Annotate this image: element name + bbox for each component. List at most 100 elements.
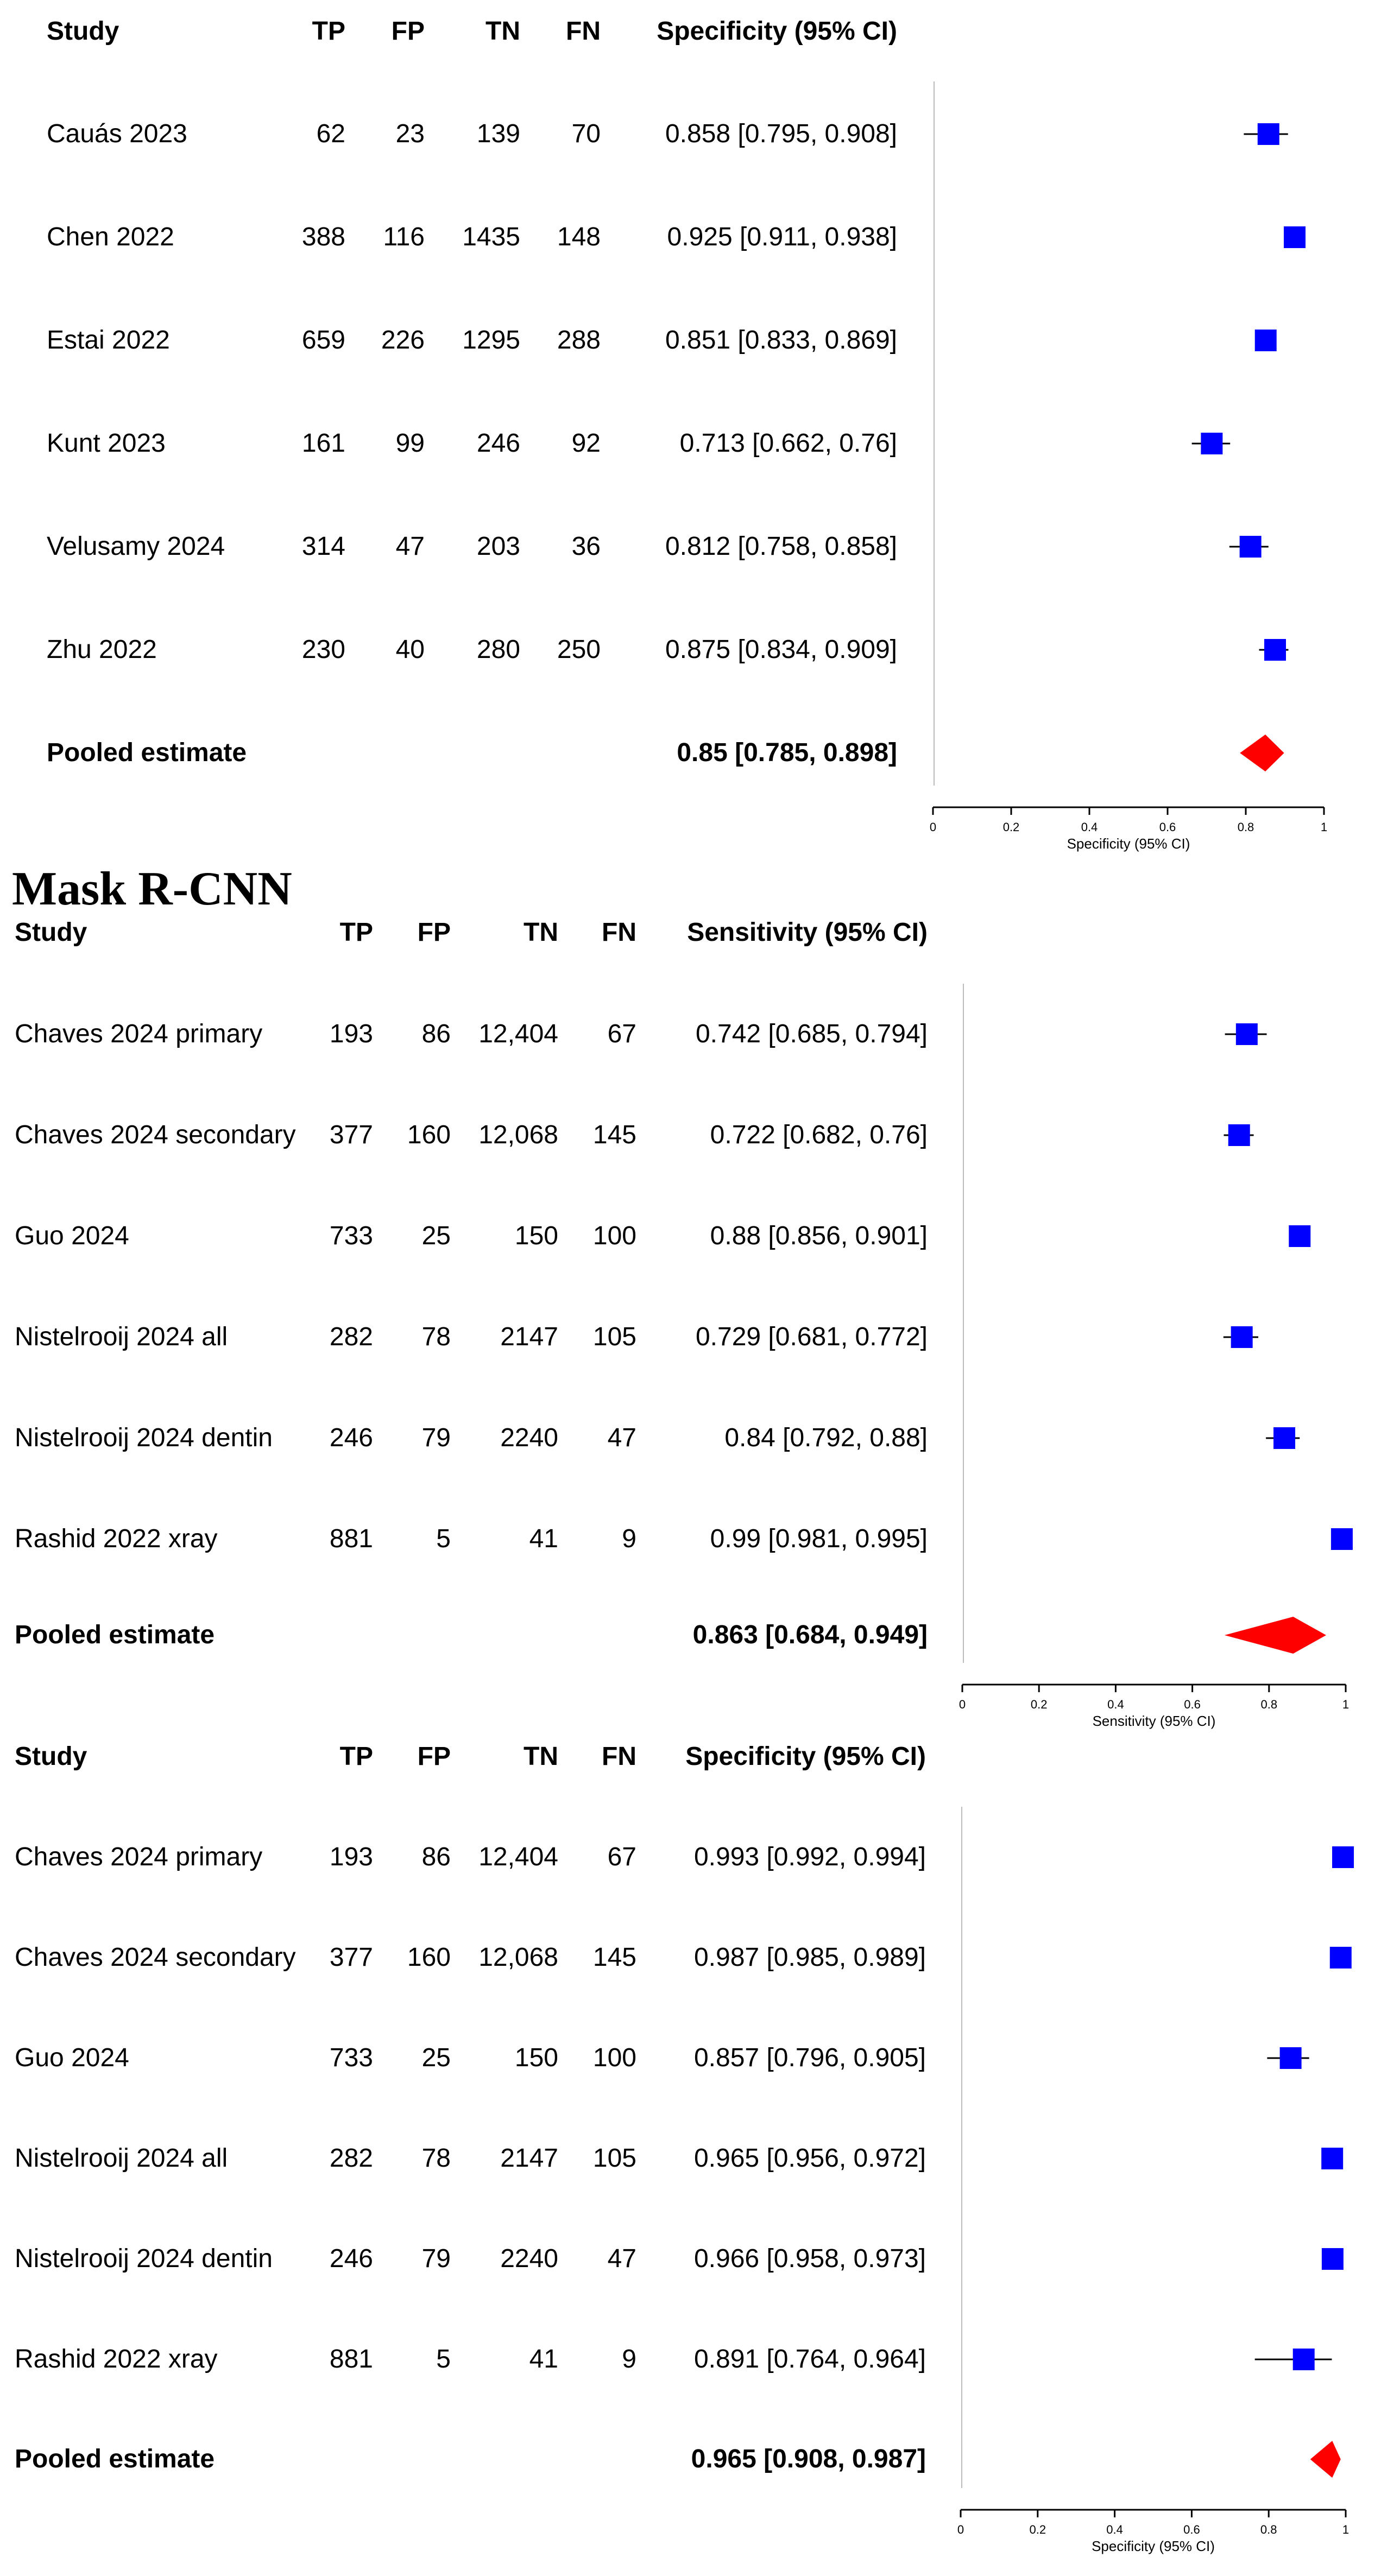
estimate-marker bbox=[1239, 536, 1262, 558]
x-tick-label: 0.6 bbox=[1159, 820, 1176, 834]
column-header-tp: TP bbox=[339, 918, 373, 947]
pooled-diamond bbox=[1240, 735, 1284, 771]
estimate-marker bbox=[1257, 123, 1279, 145]
study-name: Chaves 2024 secondary bbox=[15, 1943, 296, 1972]
fn-value: 145 bbox=[592, 1121, 636, 1149]
x-tick-label: 1 bbox=[1342, 2523, 1349, 2536]
estimate-ci-text: 0.987 [0.985, 0.989] bbox=[693, 1943, 926, 1972]
fp-value: 86 bbox=[421, 1843, 451, 1871]
fn-value: 288 bbox=[557, 326, 601, 355]
pooled-diamond bbox=[1224, 1617, 1326, 1654]
x-axis-label: Specificity (95% CI) bbox=[1092, 2538, 1215, 2554]
tp-value: 246 bbox=[329, 2244, 373, 2273]
estimate-marker bbox=[1235, 1023, 1258, 1045]
study-name: Chen 2022 bbox=[47, 223, 174, 251]
column-header-fp: FP bbox=[417, 1742, 451, 1771]
estimate-ci-text: 0.858 [0.795, 0.908] bbox=[665, 119, 897, 148]
tn-value: 12,404 bbox=[478, 1020, 558, 1048]
tp-value: 733 bbox=[329, 1221, 373, 1250]
estimate-ci-text: 0.812 [0.758, 0.858] bbox=[665, 532, 897, 561]
tn-value: 150 bbox=[514, 2043, 558, 2072]
fn-value: 70 bbox=[571, 119, 601, 148]
fp-value: 116 bbox=[383, 223, 425, 251]
column-header-tn: TN bbox=[524, 1742, 558, 1771]
column-header-fn: FN bbox=[566, 17, 601, 46]
fn-value: 67 bbox=[607, 1020, 636, 1048]
fn-value: 67 bbox=[607, 1843, 636, 1871]
fp-value: 23 bbox=[395, 119, 425, 148]
pooled-label: Pooled estimate bbox=[15, 2445, 215, 2473]
estimate-marker bbox=[1273, 1427, 1296, 1449]
pooled-ci-text: 0.863 [0.684, 0.949] bbox=[692, 1621, 928, 1649]
x-tick-label: 0.4 bbox=[1081, 820, 1098, 834]
fp-value: 79 bbox=[421, 1423, 451, 1452]
tp-value: 659 bbox=[301, 326, 345, 355]
tp-value: 314 bbox=[301, 532, 345, 561]
column-header-study: Study bbox=[15, 918, 87, 947]
estimate-marker bbox=[1264, 639, 1286, 661]
study-name: Nistelrooij 2024 all bbox=[15, 1322, 228, 1351]
pooled-ci-text: 0.85 [0.785, 0.898] bbox=[677, 738, 897, 767]
fp-value: 160 bbox=[407, 1943, 451, 1972]
estimate-marker bbox=[1292, 2349, 1315, 2370]
estimate-marker bbox=[1231, 1326, 1253, 1348]
estimate-ci-text: 0.993 [0.992, 0.994] bbox=[693, 1843, 926, 1871]
estimate-marker bbox=[1330, 1528, 1353, 1550]
tn-value: 139 bbox=[476, 119, 520, 148]
tp-value: 282 bbox=[329, 1322, 373, 1351]
estimate-marker bbox=[1284, 226, 1306, 248]
fn-value: 148 bbox=[557, 223, 601, 251]
fn-value: 105 bbox=[592, 2144, 636, 2173]
x-tick-label: 0.8 bbox=[1261, 1698, 1278, 1711]
fp-value: 226 bbox=[381, 326, 425, 355]
fn-value: 100 bbox=[592, 1221, 636, 1250]
tp-value: 62 bbox=[316, 119, 345, 148]
column-header-fn: FN bbox=[602, 1742, 636, 1771]
fn-value: 36 bbox=[571, 532, 601, 561]
fn-value: 105 bbox=[592, 1322, 636, 1351]
fp-value: 25 bbox=[421, 1221, 451, 1250]
x-tick-label: 0.2 bbox=[1003, 820, 1020, 834]
estimate-ci-text: 0.925 [0.911, 0.938] bbox=[667, 223, 897, 251]
estimate-ci-text: 0.965 [0.956, 0.972] bbox=[693, 2144, 926, 2173]
tp-value: 193 bbox=[329, 1843, 373, 1871]
section-title: Mask R-CNN bbox=[12, 863, 292, 915]
x-tick-label: 0.6 bbox=[1183, 2523, 1200, 2536]
estimate-ci-text: 0.713 [0.662, 0.76] bbox=[679, 429, 897, 458]
column-header-fp: FP bbox=[417, 918, 451, 947]
study-name: Nistelrooij 2024 dentin bbox=[15, 2244, 273, 2273]
tp-value: 161 bbox=[301, 429, 345, 458]
tn-value: 246 bbox=[476, 429, 520, 458]
tn-value: 150 bbox=[514, 1221, 558, 1250]
fn-value: 250 bbox=[557, 635, 601, 664]
estimate-marker bbox=[1321, 2148, 1344, 2169]
fn-value: 92 bbox=[571, 429, 601, 458]
study-name: Rashid 2022 xray bbox=[15, 1524, 218, 1553]
column-header-fp: FP bbox=[391, 17, 425, 46]
fp-value: 40 bbox=[395, 635, 425, 664]
fn-value: 47 bbox=[607, 2244, 636, 2273]
estimate-marker bbox=[1329, 1947, 1352, 1969]
pooled-ci-text: 0.965 [0.908, 0.987] bbox=[691, 2445, 926, 2473]
tp-value: 881 bbox=[329, 1524, 373, 1553]
estimate-ci-text: 0.99 [0.981, 0.995] bbox=[710, 1524, 928, 1553]
x-tick-label: 0.2 bbox=[1031, 1698, 1048, 1711]
fp-value: 47 bbox=[395, 532, 425, 561]
column-header-fn: FN bbox=[602, 918, 636, 947]
study-name: Zhu 2022 bbox=[47, 635, 157, 664]
estimate-marker bbox=[1289, 1225, 1311, 1247]
column-header-tn: TN bbox=[524, 918, 558, 947]
column-header-tn: TN bbox=[485, 17, 520, 46]
study-name: Guo 2024 bbox=[15, 1221, 129, 1250]
estimate-marker bbox=[1201, 433, 1223, 454]
tp-value: 246 bbox=[329, 1423, 373, 1452]
tn-value: 41 bbox=[529, 1524, 558, 1553]
x-tick-label: 0.4 bbox=[1106, 2523, 1123, 2536]
tn-value: 2147 bbox=[500, 2144, 558, 2173]
x-tick-label: 0.8 bbox=[1238, 820, 1254, 834]
fp-value: 78 bbox=[421, 2144, 451, 2173]
estimate-marker bbox=[1254, 330, 1277, 351]
estimate-ci-text: 0.742 [0.685, 0.794] bbox=[695, 1020, 928, 1048]
x-tick-label: 0.2 bbox=[1030, 2523, 1046, 2536]
